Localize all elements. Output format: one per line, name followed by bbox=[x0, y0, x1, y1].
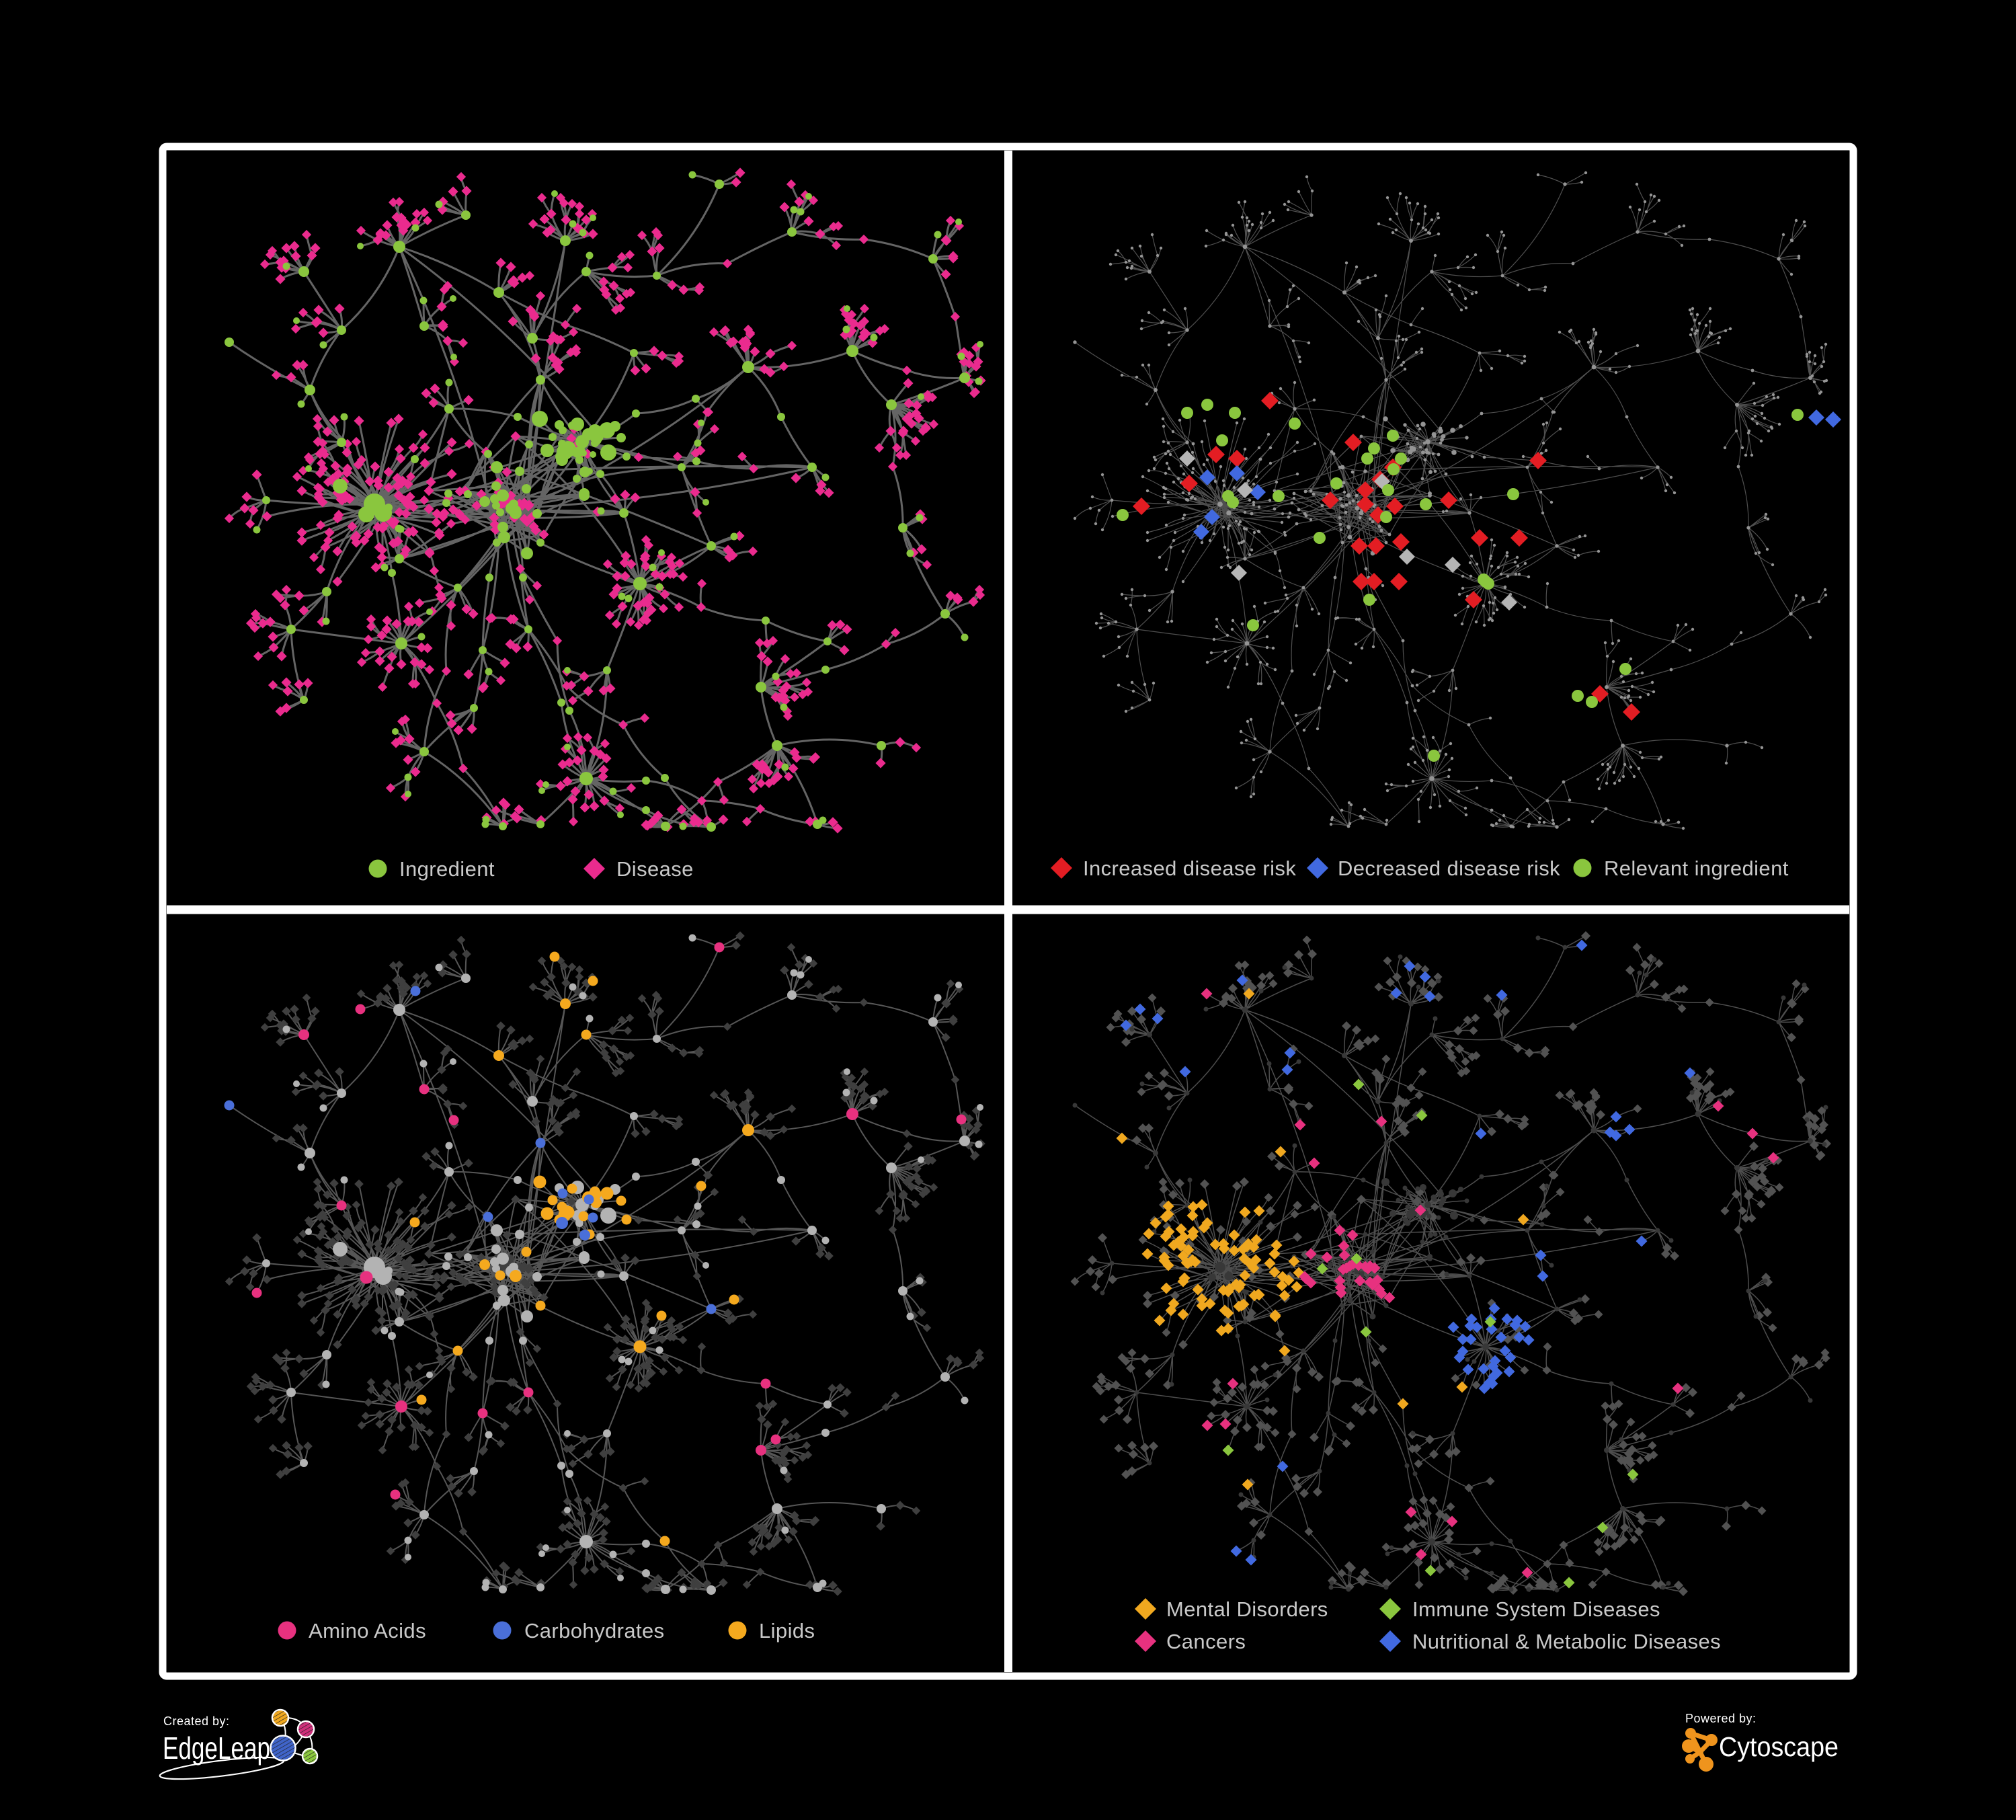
svg-text:Nutritional & Metabolic Diseas: Nutritional & Metabolic Diseases bbox=[1412, 1630, 1721, 1653]
svg-text:Relevant ingredient: Relevant ingredient bbox=[1604, 857, 1789, 880]
svg-text:Powered by:: Powered by: bbox=[1685, 1712, 1757, 1725]
svg-text:Decreased disease risk: Decreased disease risk bbox=[1338, 857, 1560, 880]
svg-text:EdgeLeap: EdgeLeap bbox=[163, 1731, 270, 1766]
svg-text:Carbohydrates: Carbohydrates bbox=[524, 1619, 665, 1643]
svg-text:Ingredient: Ingredient bbox=[399, 857, 495, 881]
svg-text:Disease: Disease bbox=[616, 857, 694, 881]
svg-text:Lipids: Lipids bbox=[759, 1619, 815, 1643]
svg-text:Cancers: Cancers bbox=[1166, 1630, 1246, 1653]
svg-text:Mental Disorders: Mental Disorders bbox=[1166, 1597, 1328, 1621]
svg-text:Immune System Diseases: Immune System Diseases bbox=[1412, 1597, 1660, 1621]
svg-text:Created by:: Created by: bbox=[163, 1714, 230, 1728]
svg-text:Increased disease risk: Increased disease risk bbox=[1083, 857, 1296, 880]
svg-text:Cytoscape: Cytoscape bbox=[1719, 1731, 1839, 1762]
svg-text:Amino Acids: Amino Acids bbox=[309, 1619, 426, 1643]
